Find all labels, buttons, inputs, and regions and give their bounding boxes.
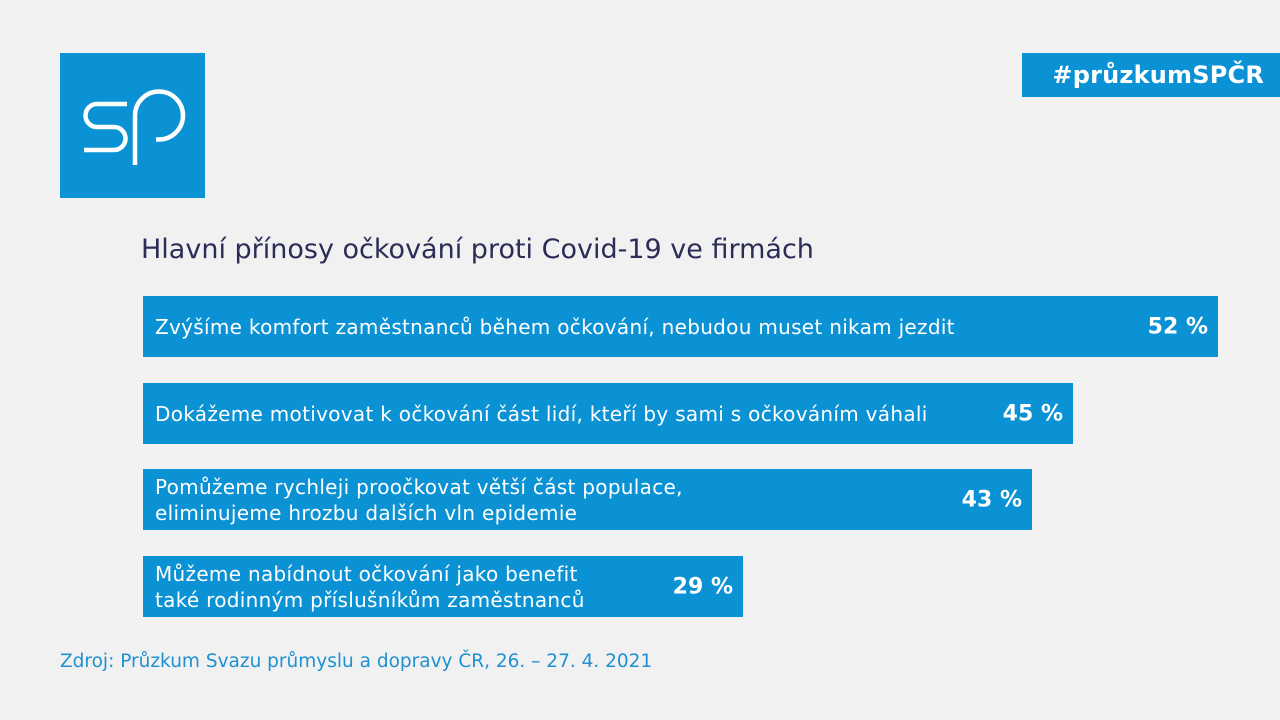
- bar-value-label: 52 %: [1147, 314, 1208, 339]
- bar-label: Pomůžeme rychleji proočkovat větší část …: [155, 474, 683, 525]
- bar: Dokážeme motivovat k očkování část lidí,…: [143, 383, 1073, 444]
- bar-value-label: 45 %: [1002, 401, 1063, 426]
- hashtag-badge: #průzkumSPČR: [1022, 53, 1280, 97]
- chart-title: Hlavní přínosy očkování proti Covid-19 v…: [141, 234, 814, 265]
- bar: Pomůžeme rychleji proočkovat větší část …: [143, 469, 1032, 530]
- sp-logo-icon: [83, 89, 186, 165]
- bar-value-label: 43 %: [961, 487, 1022, 512]
- source-note: Zdroj: Průzkum Svazu průmyslu a dopravy …: [60, 651, 653, 672]
- bar-label: Můžeme nabídnout očkování jako benefit t…: [155, 561, 585, 612]
- bar: Zvýšíme komfort zaměstnanců během očková…: [143, 296, 1218, 357]
- bar-label: Zvýšíme komfort zaměstnanců během očková…: [155, 314, 955, 339]
- bar-label: Dokážeme motivovat k očkování část lidí,…: [155, 401, 928, 426]
- sp-logo: [60, 53, 205, 198]
- bar: Můžeme nabídnout očkování jako benefit t…: [143, 556, 743, 617]
- bar-value-label: 29 %: [672, 574, 733, 599]
